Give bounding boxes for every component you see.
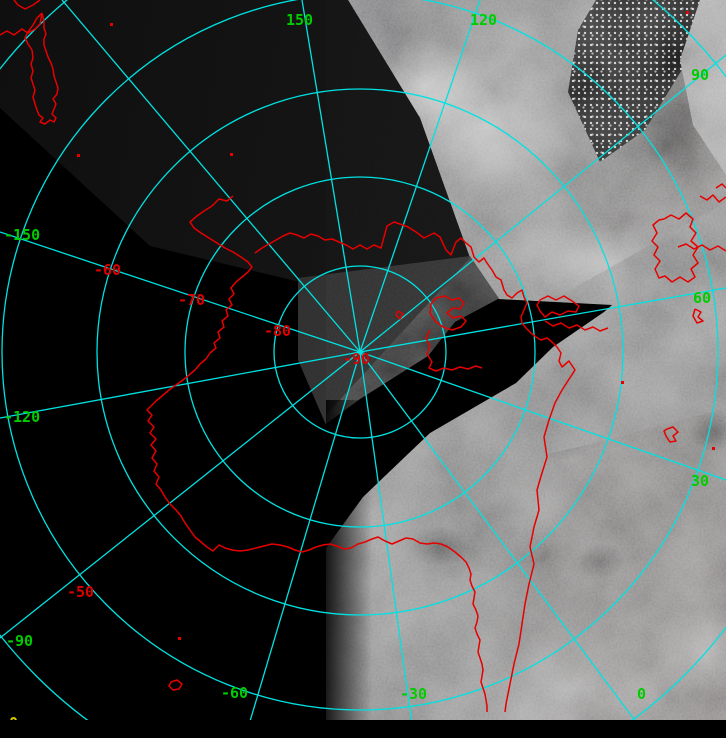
longitude-label: -90	[6, 632, 34, 650]
latitude-circle	[96, 88, 624, 616]
coastline-path	[425, 329, 483, 372]
terminator-fade	[326, 400, 372, 720]
coastline-islet	[712, 447, 715, 450]
longitude-label: 60	[693, 289, 712, 307]
longitude-label: 150	[286, 11, 314, 29]
longitude-label: -150	[4, 226, 41, 244]
coastline-path	[168, 679, 183, 691]
coastline-islet	[621, 381, 624, 384]
latitude-label: -90	[343, 350, 371, 368]
coastline-path	[651, 212, 699, 283]
latitude-label: -50	[67, 583, 95, 601]
longitude-label: 0	[637, 685, 647, 703]
latitude-label: -60	[94, 261, 122, 279]
coastline-islet	[686, 11, 689, 14]
longitude-label: 30	[691, 472, 710, 490]
coastline-path	[146, 195, 488, 712]
coastline-path	[699, 194, 726, 203]
coastline-path	[395, 310, 404, 320]
coastline-path	[663, 426, 679, 443]
longitude-label: -120	[4, 408, 41, 426]
latitude-label: -80	[264, 322, 292, 340]
coastline-path	[536, 295, 580, 318]
latitude-label: -70	[178, 291, 206, 309]
coastline-path	[24, 12, 59, 125]
coastline-path	[254, 221, 576, 713]
meridian-line	[61, 0, 649, 738]
coastline-path	[13, 0, 41, 10]
coastline-path	[692, 308, 704, 324]
coastline-islet	[178, 637, 181, 640]
longitude-label: 90	[691, 66, 710, 84]
coastline-path	[677, 243, 726, 252]
coastline-path	[429, 295, 467, 331]
coastline-islet	[110, 23, 113, 26]
latitude-circle	[184, 176, 536, 528]
coastline-path	[0, 12, 43, 36]
longitude-label: 120	[470, 11, 498, 29]
longitude-label: -30	[400, 685, 428, 703]
latitude-circle	[1, 0, 719, 711]
caption-bar: ANTARCTIC COMPOSITE VISIBLE IMAGE 16 MAR…	[0, 720, 726, 738]
coastline-path	[544, 320, 609, 332]
coastline-islet	[230, 153, 233, 156]
longitude-label: -60	[221, 684, 249, 702]
coastline-path	[715, 183, 726, 189]
coastline-islet	[77, 154, 80, 157]
latitude-circle	[273, 265, 447, 439]
